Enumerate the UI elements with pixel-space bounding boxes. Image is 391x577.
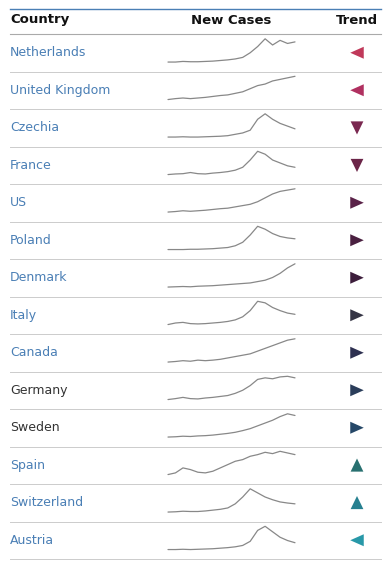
Text: Austria: Austria: [10, 534, 54, 547]
Polygon shape: [350, 422, 364, 434]
Polygon shape: [351, 121, 363, 134]
Text: Denmark: Denmark: [10, 271, 68, 284]
Text: United Kingdom: United Kingdom: [10, 84, 110, 97]
Polygon shape: [350, 384, 364, 396]
Text: Sweden: Sweden: [10, 421, 59, 434]
Polygon shape: [351, 159, 363, 172]
Polygon shape: [350, 197, 364, 209]
Text: Poland: Poland: [10, 234, 52, 247]
Text: New Cases: New Cases: [191, 13, 272, 27]
Polygon shape: [351, 459, 363, 471]
Text: Trend: Trend: [336, 13, 378, 27]
Text: Country: Country: [10, 13, 69, 27]
Polygon shape: [350, 347, 364, 359]
Text: US: US: [10, 196, 27, 209]
Text: Italy: Italy: [10, 309, 37, 322]
Text: Czechia: Czechia: [10, 121, 59, 134]
Polygon shape: [351, 496, 363, 509]
Polygon shape: [350, 47, 364, 59]
Polygon shape: [350, 84, 364, 96]
Polygon shape: [350, 272, 364, 284]
Text: Spain: Spain: [10, 459, 45, 472]
Polygon shape: [350, 309, 364, 321]
Text: Germany: Germany: [10, 384, 68, 397]
Text: France: France: [10, 159, 52, 172]
Polygon shape: [350, 234, 364, 246]
Text: Canada: Canada: [10, 346, 58, 359]
Polygon shape: [350, 534, 364, 546]
Text: Netherlands: Netherlands: [10, 46, 86, 59]
Text: Switzerland: Switzerland: [10, 496, 83, 509]
